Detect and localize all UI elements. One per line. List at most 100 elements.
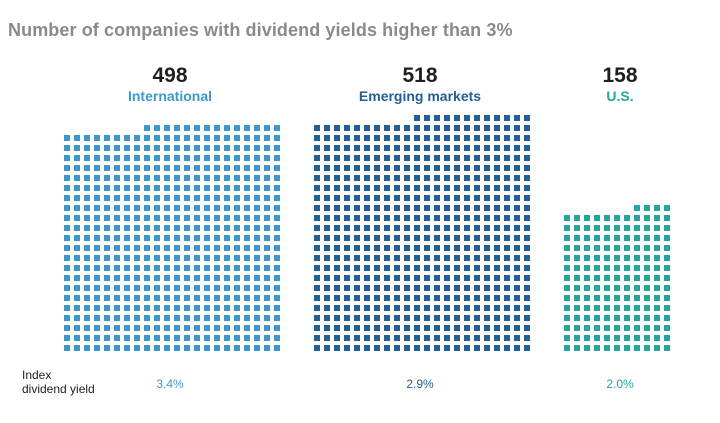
company-square-emerging-markets	[374, 295, 380, 301]
company-square-emerging-markets	[434, 215, 440, 221]
company-square-emerging-markets	[504, 325, 510, 331]
company-square-us	[664, 325, 670, 331]
company-square-emerging-markets	[344, 245, 350, 251]
company-square-international	[174, 135, 180, 141]
company-square-emerging-markets	[364, 265, 370, 271]
company-square-emerging-markets	[354, 215, 360, 221]
company-square-international	[234, 215, 240, 221]
company-square-emerging-markets	[524, 285, 530, 291]
company-square-emerging-markets	[514, 295, 520, 301]
company-square-international	[84, 245, 90, 251]
company-square-international	[64, 165, 70, 171]
company-square-emerging-markets	[504, 115, 510, 121]
company-square-emerging-markets	[384, 285, 390, 291]
company-square-emerging-markets	[354, 345, 360, 351]
company-square-emerging-markets	[344, 315, 350, 321]
company-square-international	[224, 265, 230, 271]
company-square-international	[214, 215, 220, 221]
company-square-international	[134, 245, 140, 251]
company-square-emerging-markets	[354, 185, 360, 191]
company-square-us	[594, 335, 600, 341]
company-square-international	[224, 215, 230, 221]
company-square-international	[174, 145, 180, 151]
company-square-us	[594, 285, 600, 291]
company-square-us	[574, 285, 580, 291]
company-square-international	[244, 295, 250, 301]
company-square-us	[654, 265, 660, 271]
company-square-emerging-markets	[414, 215, 420, 221]
company-square-emerging-markets	[484, 125, 490, 131]
company-square-emerging-markets	[314, 125, 320, 131]
company-square-international	[144, 305, 150, 311]
company-square-international	[274, 295, 280, 301]
company-square-emerging-markets	[354, 255, 360, 261]
company-square-international	[174, 125, 180, 131]
company-square-international	[234, 295, 240, 301]
company-square-international	[254, 245, 260, 251]
company-square-emerging-markets	[444, 295, 450, 301]
company-square-emerging-markets	[394, 225, 400, 231]
company-square-emerging-markets	[334, 235, 340, 241]
company-square-emerging-markets	[494, 285, 500, 291]
company-square-emerging-markets	[434, 185, 440, 191]
company-square-us	[594, 325, 600, 331]
company-square-us	[624, 255, 630, 261]
company-square-emerging-markets	[324, 235, 330, 241]
company-square-emerging-markets	[394, 285, 400, 291]
company-square-international	[154, 145, 160, 151]
row-label-line1: Index	[22, 368, 52, 382]
company-square-emerging-markets	[494, 345, 500, 351]
company-square-emerging-markets	[504, 195, 510, 201]
company-square-emerging-markets	[324, 255, 330, 261]
company-square-emerging-markets	[384, 305, 390, 311]
company-square-international	[164, 225, 170, 231]
company-square-emerging-markets	[414, 255, 420, 261]
company-square-international	[134, 235, 140, 241]
company-square-emerging-markets	[424, 255, 430, 261]
company-square-us	[574, 335, 580, 341]
company-square-emerging-markets	[504, 345, 510, 351]
company-square-international	[74, 215, 80, 221]
company-square-us	[604, 345, 610, 351]
company-square-international	[154, 345, 160, 351]
company-square-international	[274, 235, 280, 241]
company-square-emerging-markets	[434, 255, 440, 261]
company-square-emerging-markets	[484, 185, 490, 191]
company-square-international	[154, 165, 160, 171]
company-square-international	[174, 315, 180, 321]
company-square-international	[144, 335, 150, 341]
company-square-international	[74, 325, 80, 331]
company-square-us	[624, 245, 630, 251]
company-square-emerging-markets	[454, 155, 460, 161]
company-square-us	[584, 245, 590, 251]
company-square-emerging-markets	[354, 175, 360, 181]
company-square-us	[584, 315, 590, 321]
count-emerging-markets: 518	[402, 64, 438, 87]
company-square-emerging-markets	[504, 235, 510, 241]
company-square-international	[164, 295, 170, 301]
company-square-international	[234, 155, 240, 161]
company-square-emerging-markets	[344, 255, 350, 261]
company-square-international	[164, 245, 170, 251]
company-square-emerging-markets	[514, 215, 520, 221]
company-square-international	[84, 255, 90, 261]
company-square-emerging-markets	[314, 135, 320, 141]
company-square-emerging-markets	[434, 295, 440, 301]
company-square-emerging-markets	[504, 265, 510, 271]
company-square-us	[604, 215, 610, 221]
company-square-emerging-markets	[494, 205, 500, 211]
company-square-emerging-markets	[494, 295, 500, 301]
company-square-international	[74, 295, 80, 301]
company-square-emerging-markets	[364, 175, 370, 181]
company-square-international	[164, 215, 170, 221]
company-square-international	[74, 265, 80, 271]
count-international: 498	[152, 64, 188, 87]
company-square-international	[174, 215, 180, 221]
company-square-international	[74, 335, 80, 341]
company-square-emerging-markets	[414, 335, 420, 341]
company-square-us	[654, 345, 660, 351]
company-square-emerging-markets	[404, 345, 410, 351]
company-square-emerging-markets	[454, 175, 460, 181]
company-square-international	[234, 225, 240, 231]
company-square-emerging-markets	[444, 225, 450, 231]
